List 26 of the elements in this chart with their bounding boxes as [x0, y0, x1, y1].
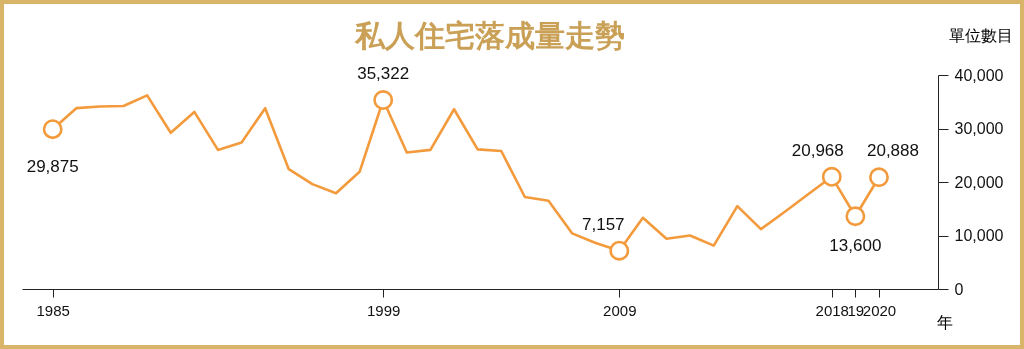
data-label: 7,157 [582, 214, 625, 234]
data-label: 20,888 [866, 141, 919, 161]
point [609, 240, 630, 261]
x-tick-label: 19 [847, 301, 865, 319]
x-tick-label: 2020 [862, 301, 897, 319]
point [869, 167, 889, 188]
y-tick-label: 10,000 [954, 227, 1004, 244]
x-tick-label: 2009 [603, 301, 637, 319]
point [845, 206, 866, 227]
chart-title: 私人住宅落成量走勢 [354, 19, 625, 52]
data-label: 13,600 [829, 236, 882, 256]
point [373, 90, 394, 110]
point [821, 166, 842, 187]
data-label: 20,968 [791, 140, 844, 160]
x-tick-label: 1985 [36, 301, 70, 319]
y-tick-label: 40,000 [954, 66, 1004, 84]
x-tick-label: 2018 [815, 301, 849, 319]
y-tick-label: 0 [954, 280, 964, 298]
data-label: 29,875 [26, 157, 79, 177]
x-tick-label: 1999 [367, 301, 401, 319]
y-tick-label: 20,000 [954, 173, 1004, 191]
y-axis-title: 單位數目 [948, 26, 1013, 44]
x-axis-title: 年 [936, 313, 953, 331]
data-label: 35,322 [357, 64, 410, 84]
y-tick-label: 30,000 [954, 120, 1004, 137]
point [42, 119, 63, 140]
